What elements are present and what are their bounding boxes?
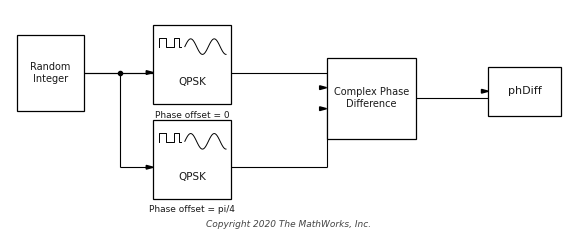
Polygon shape [146, 71, 153, 74]
Text: Random
Integer: Random Integer [31, 62, 71, 84]
Text: phDiff: phDiff [507, 86, 542, 96]
Bar [327, 58, 416, 139]
Polygon shape [320, 107, 327, 110]
Text: Phase offset = 0: Phase offset = 0 [154, 111, 229, 120]
Bar [153, 120, 231, 199]
Text: Phase offset = pi/4: Phase offset = pi/4 [149, 205, 235, 214]
Bar [17, 35, 84, 111]
Polygon shape [481, 89, 488, 93]
Text: Complex Phase
Difference: Complex Phase Difference [334, 87, 409, 109]
Text: QPSK: QPSK [178, 172, 206, 182]
Text: QPSK: QPSK [178, 77, 206, 87]
Bar [153, 25, 231, 104]
Text: Copyright 2020 The MathWorks, Inc.: Copyright 2020 The MathWorks, Inc. [206, 220, 372, 229]
Bar [488, 67, 561, 116]
Polygon shape [320, 86, 327, 89]
Polygon shape [146, 165, 153, 169]
